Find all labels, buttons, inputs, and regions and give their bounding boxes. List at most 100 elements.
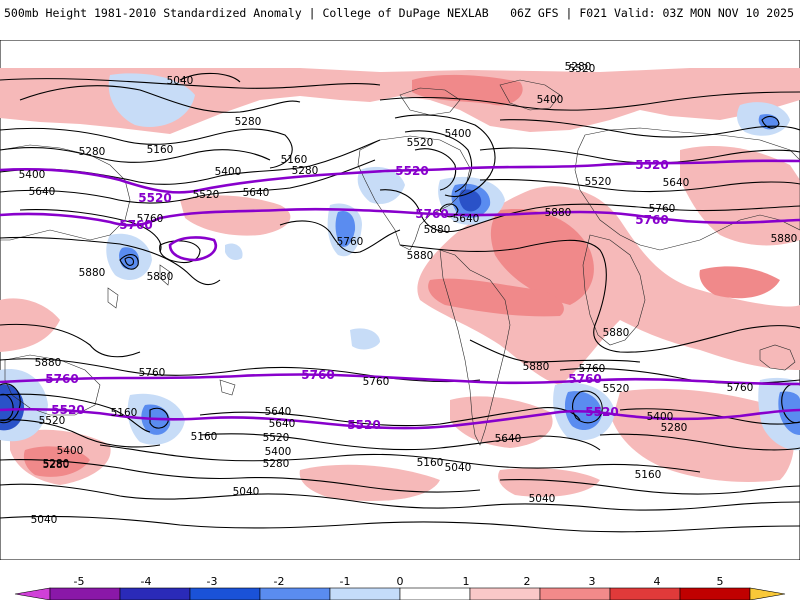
colorbar-tick-label: 1 [462, 575, 470, 588]
contour-label: 5760 [139, 367, 166, 379]
purple-contour-label: 5760 [301, 368, 334, 382]
colorbar-tick-label: -1 [339, 575, 351, 588]
contour-label: 5280 [661, 422, 688, 434]
purple-contour-label: 5520 [138, 191, 171, 205]
contour-label: 5760 [579, 363, 606, 375]
anomaly-positive-region [23, 446, 91, 477]
contour-label: 5880 [407, 250, 434, 262]
contour-label: 5400 [215, 166, 242, 178]
key-contours-purple [0, 159, 800, 430]
colorbar-tick-label: 5 [716, 575, 724, 588]
contour-label: 5640 [243, 187, 270, 199]
anomaly-negative-region [357, 166, 405, 205]
purple-contour-labels: 5520 5520 5520 5760 5760 5760 5760 5760 … [45, 158, 668, 432]
contour-label: 5400 [537, 94, 564, 106]
purple-5760-north [0, 207, 800, 227]
anomaly-positive-region [612, 388, 794, 482]
contour-label: 5160 [635, 469, 662, 481]
contour-label: 5520 [39, 415, 66, 427]
contour-label: 5520 [263, 432, 290, 444]
contour-label: 5880 [771, 233, 798, 245]
purple-5520-south [0, 407, 800, 430]
header-bar: 500mb Height 1981-2010 Standardized Anom… [0, 0, 800, 28]
purple-contour-label: 5520 [347, 418, 380, 432]
contour-label: 5400 [19, 169, 46, 181]
colorbar-segment [469, 587, 541, 600]
contour-label: 5280 [292, 165, 319, 177]
contour-label: 5640 [265, 406, 292, 418]
contour-label: 5760 [727, 382, 754, 394]
map-title: 500mb Height 1981-2010 Standardized Anom… [4, 6, 489, 20]
colorbar-segment [119, 587, 191, 600]
anomaly-map: 5040 5280 5160 5280 5400 5640 5520 5400 … [0, 40, 800, 560]
contour-label: 5400 [445, 128, 472, 140]
contour-label: 5760 [337, 236, 364, 248]
contour-label: 5160 [111, 407, 138, 419]
colorbar-segment [609, 587, 681, 600]
anomaly-negative-region [225, 243, 243, 260]
colorbar-tick-label: 4 [653, 575, 661, 588]
colorbar-segment [399, 587, 471, 600]
contour-label: 5040 [529, 493, 556, 505]
colorbar-segment [259, 587, 331, 600]
contour-label: 5400 [647, 411, 674, 423]
contour-label: 5880 [523, 361, 550, 373]
contour-label: 5520 [603, 383, 630, 395]
contour-label: 5160 [281, 154, 308, 166]
contour-label: 5880 [424, 224, 451, 236]
contour-label: 5760 [363, 376, 390, 388]
anomaly-positive-region [450, 396, 553, 448]
purple-contour-label: 5520 [585, 405, 618, 419]
colorbar-max-triangle [749, 587, 786, 600]
colorbar-tick-label: -3 [206, 575, 218, 588]
contour-label: 5280 [565, 61, 592, 73]
contour-label: 5640 [495, 433, 522, 445]
purple-contour-label: 5520 [635, 158, 668, 172]
contour-label: 5880 [545, 207, 572, 219]
contour-label: 5040 [167, 75, 194, 87]
purple-5760-south [0, 373, 800, 386]
contour-label: 5760 [137, 213, 164, 225]
black-contour-labels: 5040 5280 5160 5280 5400 5640 5520 5400 … [19, 61, 798, 526]
anomaly-positive-region [498, 468, 600, 497]
contour-label: 5640 [663, 177, 690, 189]
anomaly-shading [0, 68, 800, 501]
anomaly-positive-region [490, 209, 594, 305]
purple-5520-north [0, 159, 800, 194]
anomaly-negative-region [119, 247, 140, 270]
colorbar-tick-label: 2 [523, 575, 531, 588]
colorbar-tick-label: 3 [588, 575, 596, 588]
anomaly-positive-region [699, 266, 780, 299]
contour-label: 5400 [57, 445, 84, 457]
colorbar-segments [14, 587, 786, 600]
contour-label: 5880 [603, 327, 630, 339]
contour-label: 5760 [649, 203, 676, 215]
colorbar-tick-label: -2 [273, 575, 285, 588]
purple-contour-label: 5760 [119, 218, 152, 232]
contour-label: 5160 [147, 144, 174, 156]
anomaly-negative-region [350, 328, 380, 350]
purple-contour-label: 5520 [395, 164, 428, 178]
contour-label: 5880 [79, 267, 106, 279]
purple-contour-label: 5520 [51, 403, 84, 417]
contour-label: 5640 [269, 418, 296, 430]
contour-label: 5640 [29, 186, 56, 198]
contour-label: 5520 [569, 63, 596, 75]
contour-label: 5040 [31, 514, 58, 526]
colorbar-segment [679, 587, 751, 600]
anomaly-negative-region [0, 384, 25, 431]
run-info: 06Z GFS | F021 Valid: 03Z MON NOV 10 202… [510, 6, 794, 20]
contour-label: 5160 [417, 457, 444, 469]
purple-contour-label: 5760 [635, 213, 668, 227]
contour-label: 5160 [191, 431, 218, 443]
anomaly-negative-region [335, 210, 356, 247]
contour-label: 5520 [585, 176, 612, 188]
contour-label: 5280 [235, 116, 262, 128]
contour-label: 5640 [453, 213, 480, 225]
colorbar-tick-label: 0 [396, 575, 404, 588]
purple-contour-label: 5760 [568, 372, 601, 386]
colorbar-min-triangle [14, 587, 51, 600]
colorbar-segment [189, 587, 261, 600]
colorbar-segment [49, 587, 121, 600]
contour-label: 5280 [43, 458, 70, 470]
